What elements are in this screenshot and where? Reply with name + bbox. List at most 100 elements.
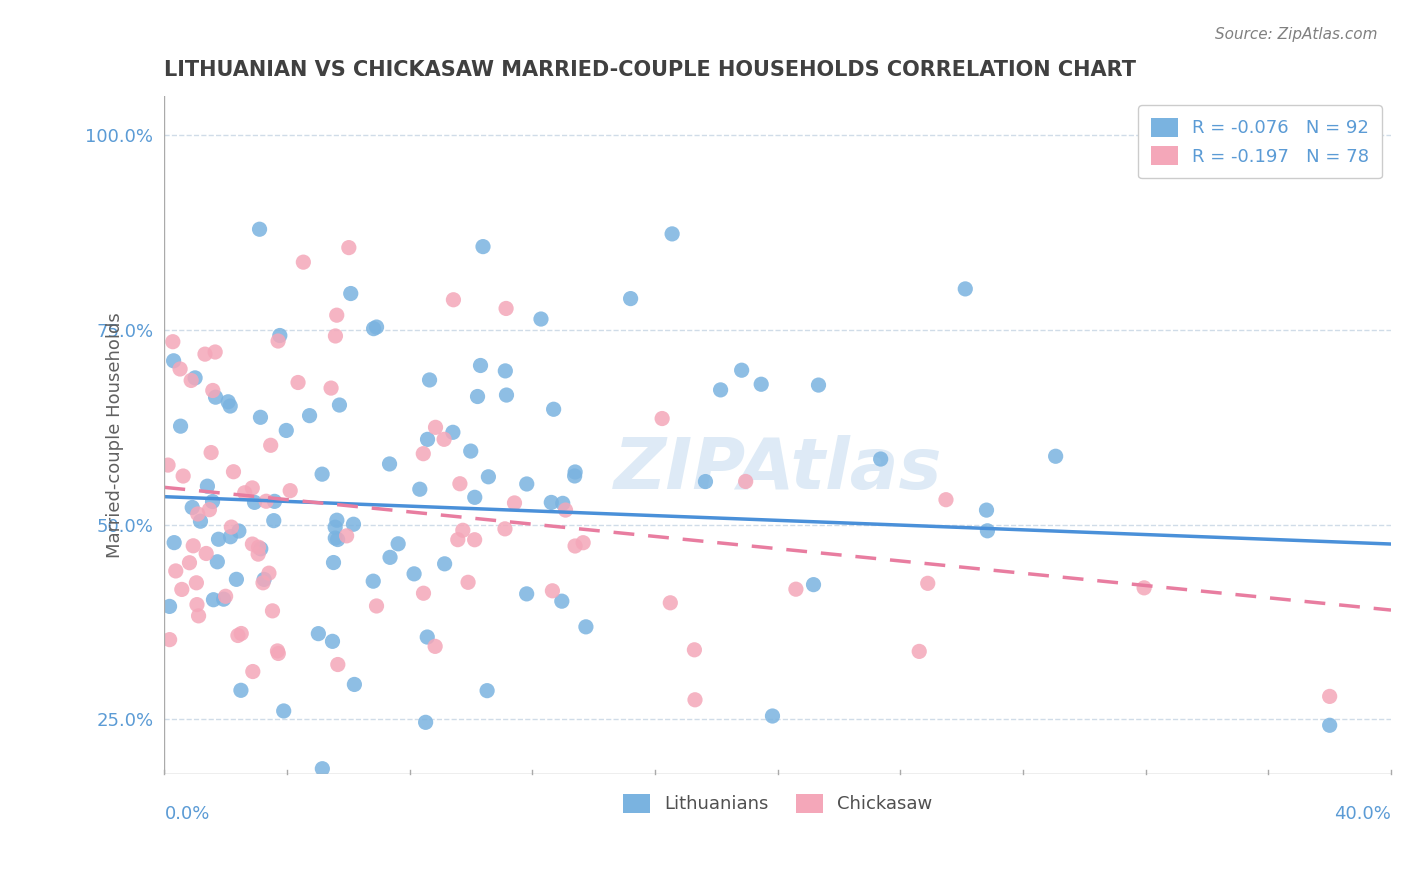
Point <box>419 373 441 387</box>
Point <box>683 642 706 657</box>
Point <box>457 575 479 590</box>
Point <box>807 378 830 392</box>
Point <box>233 485 256 500</box>
Point <box>181 500 204 515</box>
Point <box>404 566 426 581</box>
Point <box>734 475 756 489</box>
Point <box>228 524 250 538</box>
Point <box>229 683 252 698</box>
Point <box>494 364 516 378</box>
Point <box>441 425 464 440</box>
Point <box>416 433 439 447</box>
Point <box>200 445 222 459</box>
Point <box>551 594 574 608</box>
Point <box>425 420 447 434</box>
Point <box>516 477 538 491</box>
Point <box>451 523 474 537</box>
Point <box>321 634 343 648</box>
Point <box>326 308 349 322</box>
Point <box>378 457 401 471</box>
Point <box>869 452 891 467</box>
Point <box>441 293 464 307</box>
Point <box>186 575 208 590</box>
Point <box>1319 718 1341 732</box>
Point <box>194 347 217 361</box>
Point <box>162 353 184 368</box>
Point <box>326 513 349 527</box>
Point <box>378 550 401 565</box>
Point <box>204 345 226 359</box>
Point <box>165 564 187 578</box>
Point <box>226 628 249 642</box>
Point <box>683 693 706 707</box>
Point <box>460 444 482 458</box>
Point <box>342 517 364 532</box>
Point <box>207 533 229 547</box>
Point <box>187 608 209 623</box>
Point <box>311 467 333 482</box>
Point <box>1319 690 1341 704</box>
Point <box>564 539 586 553</box>
Point <box>170 582 193 597</box>
Point <box>337 241 360 255</box>
Text: Married-couple Households: Married-couple Households <box>107 312 124 558</box>
Point <box>761 709 783 723</box>
Point <box>249 410 271 425</box>
Point <box>247 540 270 554</box>
Point <box>803 577 825 591</box>
Point <box>651 411 673 425</box>
Point <box>225 572 247 586</box>
Point <box>323 531 346 545</box>
Text: ZIPAtlas: ZIPAtlas <box>613 434 942 504</box>
Point <box>415 715 437 730</box>
Point <box>181 539 204 553</box>
Point <box>695 475 717 489</box>
Point <box>336 529 359 543</box>
Point <box>292 255 315 269</box>
Point <box>207 555 229 569</box>
Point <box>169 362 191 376</box>
Point <box>186 598 208 612</box>
Point <box>163 535 186 549</box>
Point <box>935 492 957 507</box>
Point <box>343 677 366 691</box>
Legend: Lithuanians, Chickasaw: Lithuanians, Chickasaw <box>614 785 942 822</box>
Point <box>710 383 733 397</box>
Point <box>198 502 221 516</box>
Point <box>1045 450 1067 464</box>
Point <box>917 576 939 591</box>
Point <box>470 359 492 373</box>
Point <box>467 390 489 404</box>
Text: 0.0%: 0.0% <box>165 805 209 823</box>
Point <box>180 374 202 388</box>
Point <box>263 494 285 508</box>
Point <box>190 514 212 528</box>
Point <box>219 530 242 544</box>
Point <box>423 640 446 654</box>
Point <box>269 328 291 343</box>
Point <box>169 419 191 434</box>
Point <box>263 514 285 528</box>
Point <box>243 495 266 509</box>
Point <box>661 227 683 241</box>
Text: LITHUANIAN VS CHICKASAW MARRIED-COUPLE HOUSEHOLDS CORRELATION CHART: LITHUANIAN VS CHICKASAW MARRIED-COUPLE H… <box>165 60 1136 79</box>
Point <box>242 665 264 679</box>
Point <box>307 626 329 640</box>
Point <box>287 376 309 390</box>
Point <box>472 239 495 253</box>
Point <box>464 533 486 547</box>
Point <box>311 762 333 776</box>
Point <box>416 630 439 644</box>
Point <box>503 496 526 510</box>
Point <box>323 520 346 534</box>
Point <box>575 620 598 634</box>
Point <box>214 589 236 603</box>
Point <box>976 503 998 517</box>
Point <box>201 494 224 508</box>
Point <box>564 465 586 479</box>
Point <box>659 596 682 610</box>
Point <box>276 424 298 438</box>
Point <box>221 520 243 534</box>
Point <box>366 599 388 613</box>
Point <box>247 547 270 561</box>
